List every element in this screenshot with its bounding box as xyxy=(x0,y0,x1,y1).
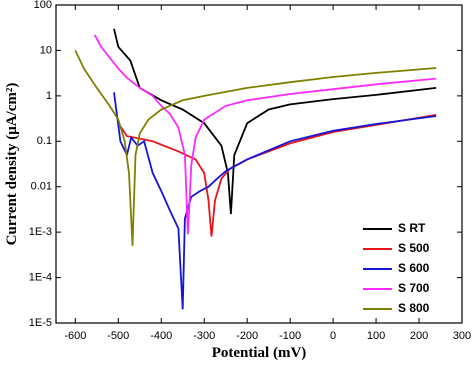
series-line xyxy=(93,34,437,235)
y-tick-label: 0.1 xyxy=(37,135,52,147)
y-axis-label: Current density (μA/cm²) xyxy=(4,83,20,246)
series-line xyxy=(74,50,437,246)
x-tick-label: -600 xyxy=(64,330,86,342)
x-axis-label: Potential (mV) xyxy=(212,345,307,361)
y-tick-label: 10 xyxy=(40,44,52,56)
series-line xyxy=(117,114,437,237)
series-line xyxy=(113,92,437,310)
x-tick-label: 0 xyxy=(330,330,336,342)
series-line xyxy=(113,28,437,215)
y-tick-label: 0.01 xyxy=(31,181,52,193)
y-tick-label: 1 xyxy=(46,90,52,102)
legend-label: S 500 xyxy=(398,241,430,255)
y-tick-label: 1E-4 xyxy=(29,271,52,283)
y-tick-label: 1E-3 xyxy=(29,226,52,238)
x-tick-label: 100 xyxy=(367,330,385,342)
legend-label: S 700 xyxy=(398,281,430,295)
y-tick-label: 100 xyxy=(34,0,52,11)
y-tick-label: 1E-5 xyxy=(29,317,52,329)
x-tick-label: -500 xyxy=(107,330,129,342)
x-tick-label: 300 xyxy=(453,330,471,342)
legend-label: S RT xyxy=(398,221,426,235)
x-tick-label: -400 xyxy=(150,330,172,342)
plot-frame xyxy=(55,4,463,324)
legend-label: S 600 xyxy=(398,261,430,275)
x-tick-label: -200 xyxy=(236,330,258,342)
x-tick-label: -100 xyxy=(279,330,301,342)
legend-label: S 800 xyxy=(398,301,430,315)
x-tick-label: 200 xyxy=(410,330,428,342)
x-tick-label: -300 xyxy=(193,330,215,342)
